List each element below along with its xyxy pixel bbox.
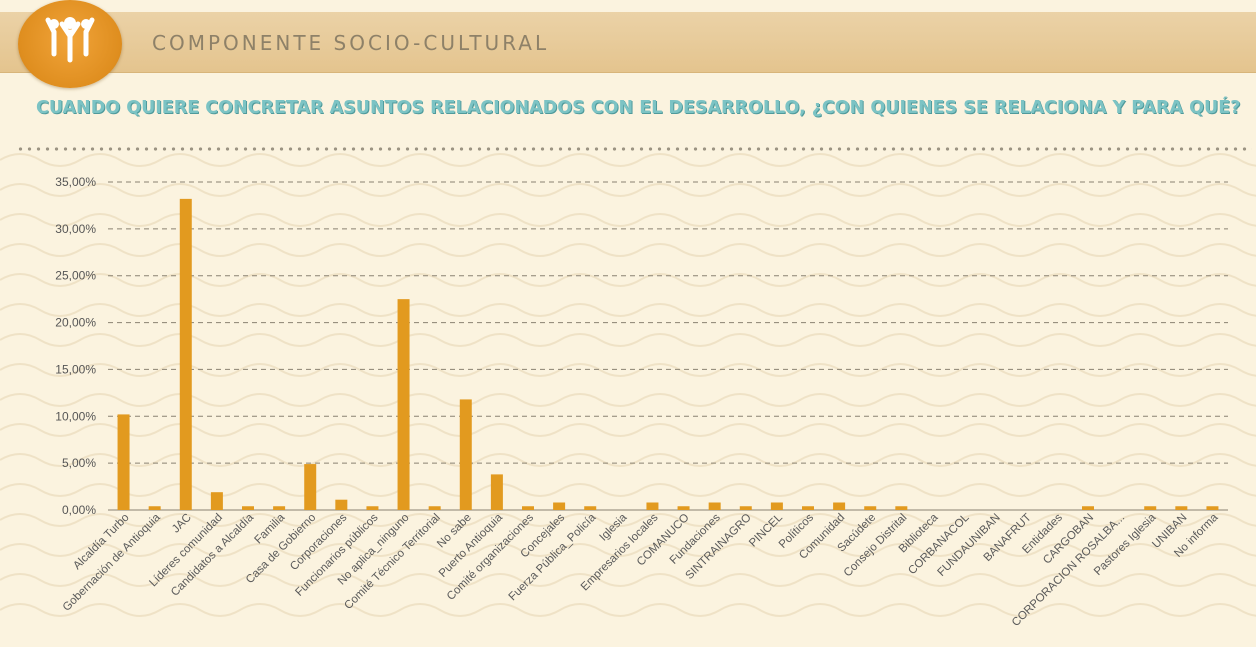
background-wave-line	[0, 363, 1256, 377]
bar-chart: 0,00% 5,00% 10,00% 15,00% 20,00% 25,00% 30,00%…	[55, 175, 1228, 629]
background-wave-line	[0, 573, 1256, 587]
bar	[335, 499, 348, 510]
logo	[18, 0, 122, 88]
bar	[210, 492, 223, 510]
background-wave-line	[0, 303, 1256, 317]
background-wave-line	[0, 183, 1256, 197]
bar	[864, 506, 877, 510]
bar	[490, 474, 503, 510]
bar	[1175, 506, 1188, 510]
y-tick-label: 10,00%	[55, 409, 96, 423]
background-wave-line	[0, 423, 1256, 437]
people-group-icon	[45, 17, 95, 63]
bar	[117, 414, 130, 510]
background-wave-line	[0, 543, 1256, 557]
bar	[1206, 506, 1219, 510]
y-tick-label: 0,00%	[62, 503, 96, 517]
bar	[677, 506, 690, 510]
bar	[242, 506, 254, 510]
bar	[273, 506, 286, 510]
bar	[148, 506, 161, 510]
y-tick-label: 15,00%	[55, 362, 96, 376]
background-wave-line	[0, 153, 1256, 167]
question-heading: CUANDO QUIERE CONCRETAR ASUNTOS RELACION…	[36, 98, 1241, 118]
y-tick-label: 5,00%	[62, 456, 96, 470]
bar	[366, 506, 379, 510]
y-tick-label: 35,00%	[55, 175, 96, 189]
background-wave-line	[0, 603, 1256, 617]
background-wave-line	[0, 213, 1256, 227]
bar	[1082, 506, 1094, 510]
y-tick-label: 25,00%	[55, 269, 96, 283]
background-wave-line	[0, 453, 1256, 467]
background-wave-line	[0, 273, 1256, 287]
bar	[459, 399, 472, 510]
dotted-divider	[16, 146, 1252, 152]
bar	[179, 198, 192, 510]
bar	[833, 502, 846, 510]
bar	[739, 506, 752, 510]
bar	[770, 502, 783, 510]
bar	[584, 506, 597, 510]
header-band	[0, 12, 1256, 72]
y-tick-label: 30,00%	[55, 222, 96, 236]
bar	[397, 299, 410, 510]
background-wave-line	[0, 333, 1256, 347]
header-title: COMPONENTE SOCIO-CULTURAL	[152, 31, 550, 55]
bar	[553, 502, 566, 510]
bar	[1144, 506, 1157, 510]
x-tick-label: Alcaldía Turbo	[71, 512, 131, 572]
bar	[304, 464, 317, 510]
x-tick-label: JAC	[170, 512, 194, 536]
y-tick-label: 20,00%	[55, 316, 96, 330]
bar	[428, 506, 441, 510]
background-wave-line	[0, 393, 1256, 407]
bar	[708, 502, 721, 510]
background-wave-line	[0, 513, 1256, 527]
bar	[522, 506, 534, 510]
background-wave-line	[0, 243, 1256, 257]
bar	[895, 506, 908, 510]
x-tick-label: CORPORACION ROSALBA...	[1010, 512, 1127, 629]
bar	[646, 502, 659, 510]
bar	[802, 506, 814, 510]
